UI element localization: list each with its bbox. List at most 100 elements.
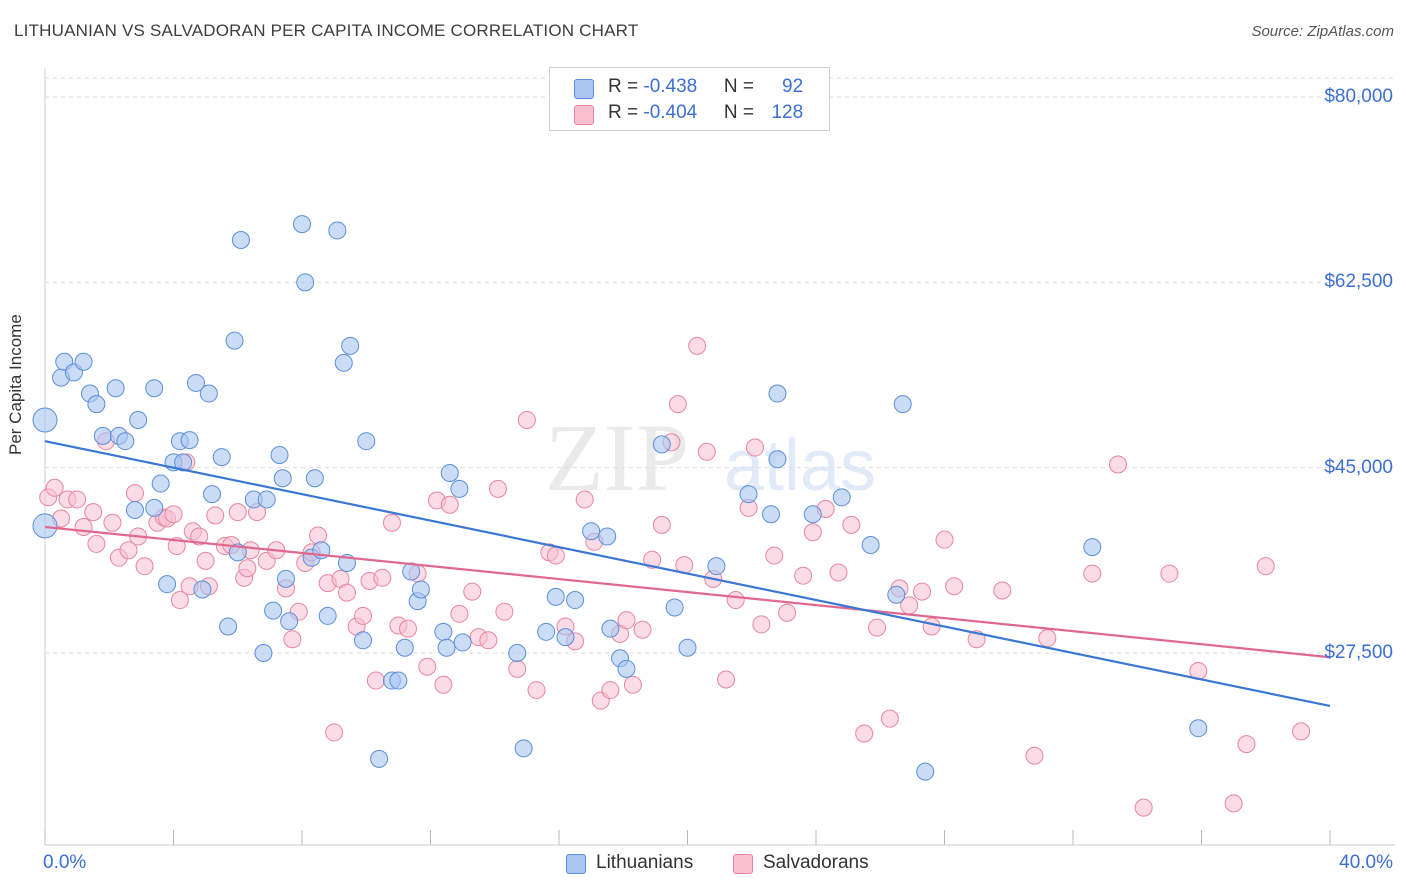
lithuanian-point — [116, 432, 135, 451]
salvadoran-point — [652, 515, 671, 534]
lithuanian-point — [832, 488, 851, 507]
legend-r-label: R = — [608, 76, 644, 97]
salvadoran-point — [623, 675, 642, 694]
salvadoran-point — [87, 534, 106, 553]
salvadorans-points — [39, 336, 1311, 817]
salvadoran-point — [1083, 564, 1102, 583]
salvadoran-point — [84, 503, 103, 522]
lithuanian-point — [768, 384, 787, 403]
salvadoran-point — [935, 530, 954, 549]
salvadoran-point — [488, 479, 507, 498]
lithuanian-point — [296, 273, 315, 292]
lithuanians-trend-line — [44, 440, 1331, 708]
legend-r-value: -0.438 — [643, 76, 698, 97]
salvadoran-point — [922, 617, 941, 636]
lithuanian-point — [341, 336, 360, 355]
salvadoran-point — [868, 618, 887, 637]
salvadoran-point — [119, 541, 138, 560]
lithuanians-swatch — [574, 79, 594, 99]
salvadorans-swatch — [733, 854, 753, 874]
salvadoran-point — [399, 619, 418, 638]
lithuanian-point — [74, 352, 93, 371]
lithuanian-point — [389, 671, 408, 690]
salvadoran-point — [717, 670, 736, 689]
salvadoran-point — [517, 411, 536, 430]
salvadoran-point — [325, 723, 344, 742]
salvadoran-point — [1160, 564, 1179, 583]
lithuanian-point — [158, 575, 177, 594]
lithuanian-point — [887, 585, 906, 604]
salvadoran-point — [450, 604, 469, 623]
salvadoran-point — [1237, 735, 1256, 754]
axes — [44, 68, 1395, 846]
salvadoran-point — [45, 478, 64, 497]
lithuanian-point — [678, 638, 697, 657]
salvadoran-point — [794, 566, 813, 585]
lithuanian-point — [254, 644, 273, 662]
salvadoran-point — [842, 515, 861, 534]
salvadoran-point — [575, 490, 594, 509]
salvadoran-point — [745, 438, 764, 457]
lithuanian-point — [707, 557, 726, 576]
lithuanian-point — [617, 659, 636, 678]
lithuanian-point — [601, 619, 620, 638]
lithuanian-point — [186, 373, 205, 392]
lithuanian-point — [145, 498, 164, 517]
lithuanian-point — [357, 432, 376, 451]
lithuanian-point — [803, 505, 822, 524]
lithuanian-point — [440, 463, 459, 482]
salvadoran-point — [309, 526, 328, 545]
lithuanian-point — [508, 644, 527, 662]
legend-n-label: N = — [723, 102, 760, 123]
lithuanian-point — [768, 450, 787, 469]
salvadorans-trend-line — [44, 525, 1331, 659]
lithuanian-point — [652, 435, 671, 454]
salvadoran-point — [283, 630, 302, 649]
salvadoran-point — [1025, 746, 1044, 765]
salvadoran-point — [880, 709, 899, 728]
lithuanian-point — [402, 562, 421, 581]
y-tick-label: $62,500 — [1324, 271, 1393, 293]
salvadoran-point — [945, 577, 964, 596]
lithuanian-point — [212, 448, 231, 467]
lithuanian-point — [1083, 538, 1102, 557]
lithuanian-point — [276, 569, 295, 588]
lithuanian-point — [537, 622, 556, 641]
source-label: Source: ZipAtlas.com — [1251, 23, 1394, 40]
lithuanian-point — [546, 587, 565, 606]
lithuanian-point — [411, 580, 430, 599]
salvadoran-point — [803, 523, 822, 542]
salvadoran-point — [913, 582, 932, 601]
salvadoran-point — [135, 557, 154, 576]
salvadoran-point — [170, 591, 189, 610]
lithuanian-point — [450, 479, 469, 498]
salvadoran-point — [508, 659, 527, 678]
lithuanian-point — [125, 501, 144, 520]
salvadoran-point — [1108, 455, 1127, 474]
salvadoran-point — [688, 336, 707, 355]
lithuanian-point — [437, 638, 456, 657]
salvadoran-point — [382, 513, 401, 532]
salvadoran-point — [495, 602, 514, 621]
correlation-legend: R = -0.438 N = 92 R = -0.404 N = 128 — [549, 67, 830, 131]
lithuanian-point — [151, 474, 170, 493]
legend-n-value: 128 — [771, 102, 804, 123]
chart-title: LITHUANIAN VS SALVADORAN PER CAPITA INCO… — [14, 21, 639, 40]
salvadorans-swatch — [574, 105, 594, 125]
x-tick-label-max: 40.0% — [1339, 852, 1393, 873]
lithuanian-point — [370, 749, 389, 768]
salvadoran-point — [546, 546, 565, 565]
salvadoran-point — [1292, 722, 1311, 741]
lithuanian-point — [106, 379, 125, 398]
salvadoran-point — [418, 657, 437, 676]
legend-r-label: R = — [608, 102, 644, 123]
y-axis-label: Per Capita Income — [6, 314, 25, 455]
lithuanian-point — [270, 445, 289, 464]
salvadoran-point — [479, 631, 498, 650]
salvadoran-point — [68, 490, 87, 509]
lithuanian-point — [293, 215, 311, 234]
salvadoran-point — [196, 551, 215, 570]
salvadoran-point — [765, 546, 784, 565]
salvadoran-point — [440, 495, 459, 514]
